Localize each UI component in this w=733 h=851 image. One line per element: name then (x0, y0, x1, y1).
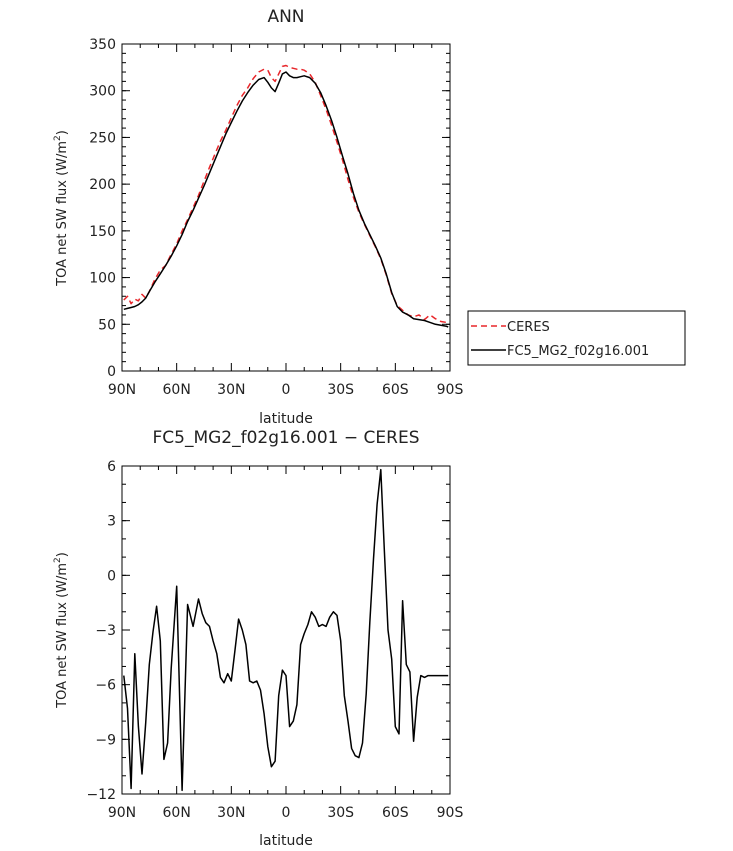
x-tick-label: 90S (437, 382, 464, 398)
y-tick-label: 3 (107, 514, 116, 530)
axis-ticks: 90N 60N 30N 0 30S 60S 90S −12 −9 −6 −3 0 3 6 (86, 459, 463, 821)
y-tick-label: 350 (89, 37, 116, 53)
series-layer (123, 468, 449, 792)
plot-frame (121, 43, 451, 372)
x-tick-label: 60S (382, 805, 409, 821)
y-tick-label: 250 (89, 130, 116, 146)
y-tick-label: −9 (95, 732, 116, 748)
x-axis-label: latitude (259, 833, 313, 849)
chart-panel-annual: ANN 90N 60N 30N 0 30S 60S 90S 0 50 100 150 200 250 30… (53, 7, 686, 427)
y-tick-label: 100 (89, 271, 116, 287)
y-tick-label: 150 (89, 224, 116, 240)
x-tick-label: 90N (108, 382, 136, 398)
plot-frame (121, 465, 451, 795)
chart-panel-difference: FC5_MG2_f02g16.001 − CERES 90N 60N 30N 0 30S… (53, 428, 463, 849)
x-tick-label: 30N (217, 382, 245, 398)
x-tick-label: 0 (282, 805, 291, 821)
axis-ticks: 90N 60N 30N 0 30S 60S 90S 0 50 100 150 200 250 300 350 (89, 37, 463, 398)
y-axis-label: TOA net SW flux (W/m2) (53, 552, 70, 709)
x-tick-label: 60S (382, 382, 409, 398)
x-tick-label: 30S (327, 805, 354, 821)
series-line-ceres (123, 64, 449, 324)
series-layer (123, 64, 449, 328)
y-tick-label: −12 (86, 787, 116, 803)
y-axis-label: TOA net SW flux (W/m2) (53, 130, 70, 287)
y-tick-label: 0 (107, 568, 116, 584)
legend-label-ceres: CERES (507, 320, 550, 335)
y-tick-label: 200 (89, 177, 116, 193)
x-tick-label: 60N (163, 382, 191, 398)
x-tick-label: 60N (163, 805, 191, 821)
x-tick-label: 0 (282, 382, 291, 398)
legend-box (467, 310, 686, 366)
x-tick-label: 90N (108, 805, 136, 821)
series-line-difference (123, 468, 449, 792)
x-tick-label: 30N (217, 805, 245, 821)
series-line-fc5-mg2-f02g16-001 (123, 71, 449, 328)
y-tick-label: 6 (107, 459, 116, 475)
x-tick-label: 30S (327, 382, 354, 398)
y-tick-label: 50 (98, 317, 116, 333)
x-tick-label: 90S (437, 805, 464, 821)
x-axis-label: latitude (259, 411, 313, 427)
chart-title: ANN (267, 7, 304, 27)
legend-label-model: FC5_MG2_f02g16.001 (507, 344, 649, 359)
y-tick-label: 300 (89, 84, 116, 100)
legend: CERES FC5_MG2_f02g16.001 (467, 310, 686, 366)
y-tick-label: 0 (107, 364, 116, 380)
y-tick-label: −3 (95, 623, 116, 639)
chart-title: FC5_MG2_f02g16.001 − CERES (152, 428, 419, 448)
y-tick-label: −6 (95, 678, 116, 694)
